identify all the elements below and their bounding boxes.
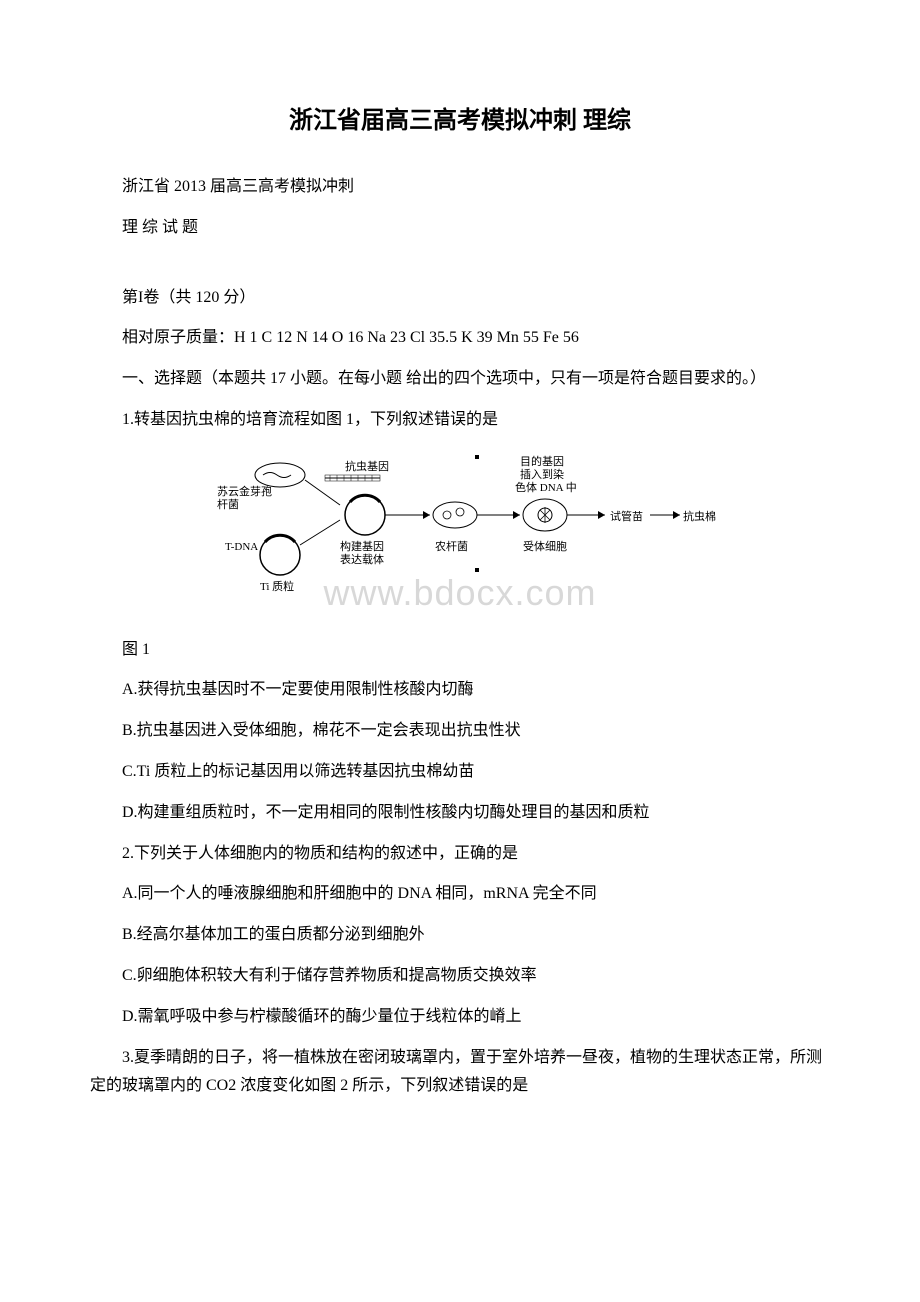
flowchart-svg: 苏云金芽孢 杆菌 抗虫基因 T-DNA Ti 质粒 构建基因 表达载体 (185, 450, 735, 610)
label-tiplasmid: Ti 质粒 (260, 579, 294, 593)
subtitle: 浙江省 2013 届高三高考模拟冲刺 (90, 173, 830, 202)
label-mudi-1: 目的基因 (520, 454, 564, 468)
q2-option-a: A.同一个人的唾液腺细胞和肝细胞中的 DNA 相同，mRNA 完全不同 (90, 880, 830, 909)
label-shiguan: 试管苗 (610, 509, 643, 523)
label-mudi-3: 色体 DNA 中 (515, 480, 577, 494)
q1-option-b: B.抗虫基因进入受体细胞，棉花不一定会表现出抗虫性状 (90, 717, 830, 746)
label-mudi-2: 插入到染 (520, 467, 564, 481)
label-goujian-1: 构建基因 (340, 539, 384, 553)
label-suyun: 苏云金芽孢 (217, 484, 272, 498)
figure-1-diagram: 苏云金芽孢 杆菌 抗虫基因 T-DNA Ti 质粒 构建基因 表达载体 (90, 450, 830, 621)
label-nongganjun: 农杆菌 (435, 539, 468, 553)
page-title: 浙江省届高三高考模拟冲刺 理综 (90, 100, 830, 143)
figure-1-label: 图 1 (90, 636, 830, 665)
q1-option-a: A.获得抗虫基因时不一定要使用限制性核酸内切酶 (90, 676, 830, 705)
question-1: 1.转基因抗虫棉的培育流程如图 1，下列叙述错误的是 (90, 406, 830, 435)
q2-option-c: C.卵细胞体积较大有利于储存营养物质和提高物质交换效率 (90, 962, 830, 991)
section-1-heading: 一、选择题（本题共 17 小题。在每小题 给出的四个选项中，只有一项是符合题目要… (90, 365, 830, 394)
q2-option-b: B.经高尔基体加工的蛋白质都分泌到细胞外 (90, 921, 830, 950)
label-kangchongmian: 抗虫棉 (683, 509, 716, 523)
question-2: 2.下列关于人体细胞内的物质和结构的叙述中，正确的是 (90, 840, 830, 869)
label-suyun-2: 杆菌 (217, 497, 239, 511)
label-tdna: T-DNA (225, 541, 258, 553)
q1-option-c: C.Ti 质粒上的标记基因用以筛选转基因抗虫棉幼苗 (90, 758, 830, 787)
label-goujian-2: 表达载体 (340, 552, 384, 566)
section-header: 第I卷（共 120 分） (90, 284, 830, 313)
q1-option-d: D.构建重组质粒时，不一定用相同的限制性核酸内切酶处理目的基因和质粒 (90, 799, 830, 828)
label-shouti: 受体细胞 (523, 539, 567, 553)
atomic-mass-info: 相对原子质量：H 1 C 12 N 14 O 16 Na 23 Cl 35.5 … (90, 324, 830, 353)
question-3: 3.夏季晴朗的日子，将一植株放在密闭玻璃罩内，置于室外培养一昼夜，植物的生理状态… (90, 1044, 830, 1102)
q2-option-d: D.需氧呼吸中参与柠檬酸循环的酶少量位于线粒体的嵴上 (90, 1003, 830, 1032)
exam-name: 理 综 试 题 (90, 214, 830, 243)
label-kangchong: 抗虫基因 (345, 459, 389, 473)
